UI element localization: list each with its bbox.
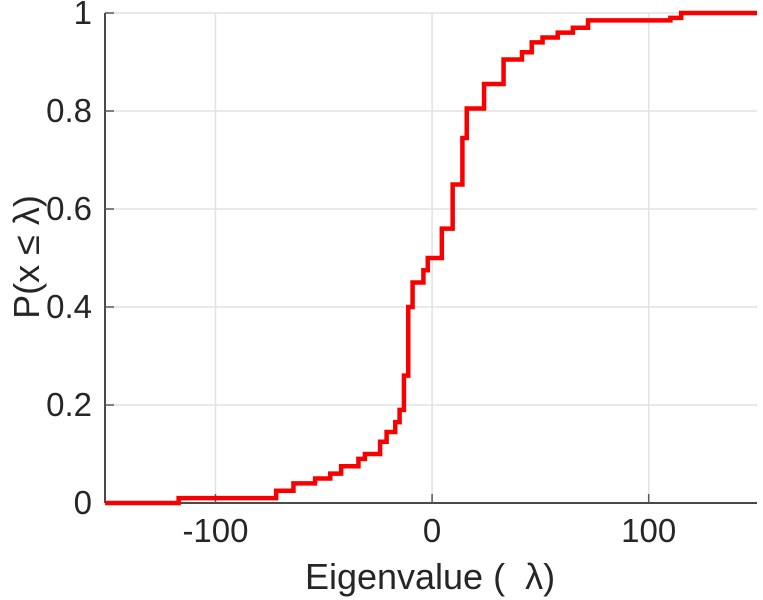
x-tick-label: -100 — [182, 512, 249, 549]
x-tick-label: 0 — [422, 512, 442, 549]
y-tick-label: 0.2 — [46, 386, 92, 423]
x-tick-label: 100 — [621, 512, 677, 549]
y-tick-label: 0.6 — [46, 190, 92, 227]
y-tick-label: 0.4 — [46, 288, 92, 325]
x-axis-label: Eigenvalue ( λ) — [304, 556, 556, 597]
y-tick-label: 0 — [73, 484, 92, 521]
y-tick-label: 1 — [73, 0, 92, 31]
ecdf-curve — [105, 10, 757, 506]
y-tick-label: 0.8 — [46, 92, 92, 129]
